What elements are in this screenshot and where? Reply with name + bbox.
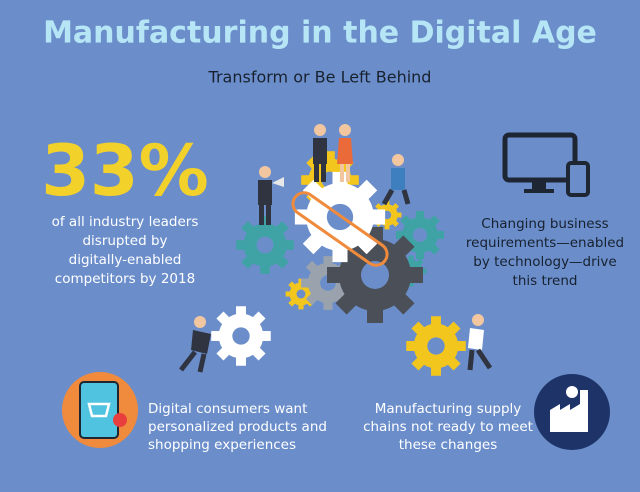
callout-line: Manufacturing supply: [375, 401, 522, 417]
person-handshake: [313, 124, 353, 182]
caption-line: of all industry leaders: [52, 214, 199, 230]
callout-consumers: Digital consumers want personalized prod…: [148, 401, 327, 453]
phone: [566, 161, 590, 197]
smoke: [566, 386, 578, 398]
subtitle: Transform or Be Left Behind: [208, 68, 432, 87]
gears: [211, 151, 466, 376]
badge: [113, 413, 127, 427]
caption-line: competitors by 2018: [55, 271, 195, 287]
gear: [211, 306, 271, 366]
caption-line: digitally-enabled: [69, 252, 182, 268]
callout-line: chains not ready to meet: [363, 419, 533, 435]
people: [179, 124, 493, 373]
callout-business: Changing business requirements—enabled b…: [466, 216, 624, 289]
device-icon: [502, 132, 590, 197]
shopping-icon: [62, 372, 138, 448]
callout-line: Digital consumers want: [148, 401, 307, 417]
gear: [236, 216, 294, 274]
person-megaphone: [258, 166, 284, 225]
callout-line: this trend: [513, 273, 578, 289]
stat-caption: of all industry leaders disrupted by dig…: [52, 214, 199, 287]
callout-line: by technology—drive: [473, 254, 616, 270]
gear: [406, 316, 466, 376]
callout-line: requirements—enabled: [466, 235, 624, 251]
chain: [291, 191, 389, 267]
factory-icon: [534, 374, 610, 450]
callout-line: personalized products and: [148, 419, 327, 435]
stat-value: 33%: [41, 130, 209, 212]
cart: [87, 402, 111, 418]
person-pushing-left: [179, 316, 211, 373]
callout-line: Changing business: [481, 216, 608, 232]
person-pushing-right: [467, 314, 493, 371]
monitor-base: [524, 189, 554, 193]
factory: [550, 390, 588, 432]
caption-line: disrupted by: [82, 233, 167, 249]
callout-line: these changes: [399, 437, 498, 453]
title: Manufacturing in the Digital Age: [43, 16, 597, 51]
callout-supply: Manufacturing supply chains not ready to…: [363, 401, 533, 453]
tablet: [79, 381, 119, 439]
callout-line: shopping experiences: [148, 437, 296, 453]
monitor-stand: [532, 180, 546, 189]
person-climbing: [381, 154, 411, 206]
